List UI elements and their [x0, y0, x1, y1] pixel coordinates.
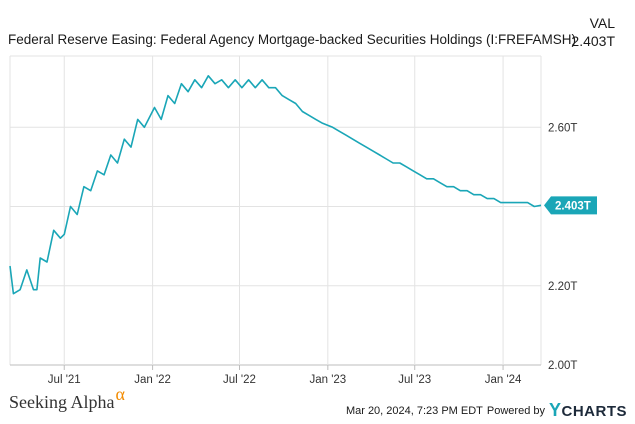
val-label: VAL	[589, 15, 615, 31]
last-value-flag: 2.403T	[544, 196, 597, 215]
timestamp: Mar 20, 2024, 7:23 PM EDT	[345, 404, 483, 417]
val-value: 2.403T	[571, 33, 615, 49]
x-tick-label: Jul '22	[223, 374, 256, 386]
y-tick-label: 2.20T	[548, 281, 577, 293]
y-tick-label: 2.00T	[548, 360, 577, 372]
alpha-icon: α	[115, 384, 125, 404]
grid-lines	[9, 55, 542, 366]
ycharts-y-icon: Y	[548, 400, 562, 420]
x-tick-label: Jan '24	[485, 374, 522, 386]
y-tick-label: 2.60T	[548, 122, 577, 134]
last-value-label: 2.403T	[555, 200, 591, 212]
seeking-alpha-logo[interactable]: Seeking Alphaα	[9, 384, 125, 413]
x-tick-label: Jul '21	[48, 374, 81, 386]
ycharts-text: CHARTS	[561, 403, 627, 420]
chart-title: Federal Reserve Easing: Federal Agency M…	[8, 32, 576, 47]
last-value-badge	[544, 196, 597, 215]
x-tick-label: Jan '22	[134, 374, 171, 386]
series-group	[9, 75, 542, 295]
x-tick-label: Jul '23	[398, 374, 431, 386]
ycharts-logo[interactable]: YCHARTS	[549, 400, 627, 421]
brand-text: Seeking Alpha	[9, 392, 115, 412]
powered-by-text: Powered by	[486, 404, 545, 417]
x-tick-label: Jan '23	[309, 374, 346, 386]
series-line	[9, 75, 542, 295]
footer-credits: Mar 20, 2024, 7:23 PM EDT Powered by YCH…	[346, 400, 627, 421]
value-header: VAL 2.403T	[571, 14, 615, 50]
x-axis-ticks: Jul '21 Jan '22 Jul '22 Jan '23 Jul '23 Jan '…	[48, 365, 522, 386]
